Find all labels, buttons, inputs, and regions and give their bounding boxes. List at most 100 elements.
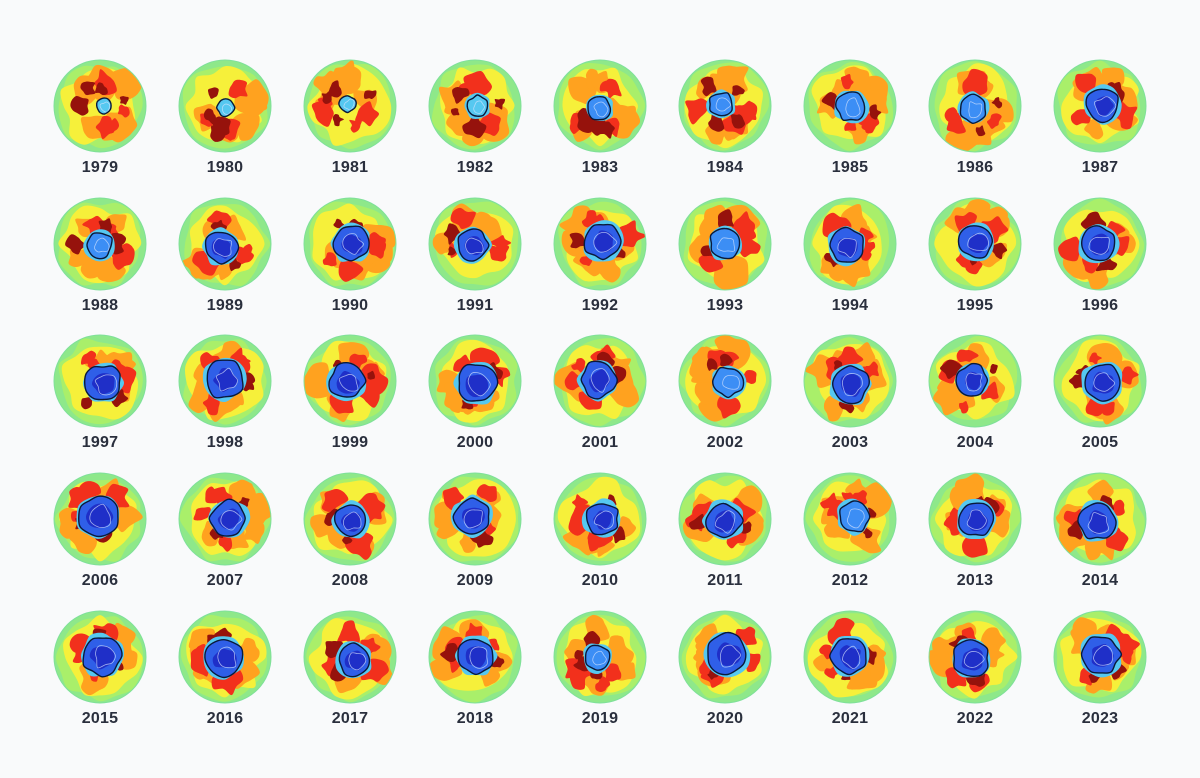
year-panel: 2004 [915, 333, 1035, 471]
year-label: 1984 [706, 159, 744, 176]
year-label: 1981 [331, 159, 369, 176]
year-label: 1995 [956, 297, 994, 314]
ozone-map [302, 196, 398, 292]
year-panel: 2001 [540, 333, 660, 471]
year-label: 2009 [456, 572, 494, 589]
ozone-map [552, 471, 648, 567]
year-panel: 1999 [290, 333, 410, 471]
ozone-map [677, 609, 773, 705]
year-panel: 1995 [915, 196, 1035, 334]
year-label: 2017 [331, 710, 369, 727]
ozone-map [52, 196, 148, 292]
ozone-map [927, 196, 1023, 292]
year-panel: 1985 [790, 58, 910, 196]
year-panel: 1987 [1040, 58, 1160, 196]
year-panel: 2017 [290, 609, 410, 747]
year-panel: 2011 [665, 471, 785, 609]
year-panel: 2002 [665, 333, 785, 471]
ozone-map [677, 471, 773, 567]
ozone-map [427, 609, 523, 705]
year-label: 1980 [206, 159, 244, 176]
year-panel: 1982 [415, 58, 535, 196]
ozone-map [552, 196, 648, 292]
year-label: 2018 [456, 710, 494, 727]
year-label: 2014 [1081, 572, 1119, 589]
year-panel: 2022 [915, 609, 1035, 747]
year-label: 1987 [1081, 159, 1119, 176]
ozone-map [802, 609, 898, 705]
year-panel: 2013 [915, 471, 1035, 609]
year-panel: 1994 [790, 196, 910, 334]
ozone-map [1052, 471, 1148, 567]
ozone-map [302, 58, 398, 154]
year-label: 2022 [956, 710, 994, 727]
ozone-map [302, 471, 398, 567]
year-label: 1979 [81, 159, 119, 176]
ozone-map [1052, 333, 1148, 429]
ozone-map [802, 58, 898, 154]
year-panel: 1992 [540, 196, 660, 334]
year-panel: 1981 [290, 58, 410, 196]
ozone-map [302, 333, 398, 429]
ozone-map [52, 471, 148, 567]
year-label: 2005 [1081, 434, 1119, 451]
year-label: 1999 [331, 434, 369, 451]
year-label: 2002 [706, 434, 744, 451]
ozone-map [427, 471, 523, 567]
year-label: 2000 [456, 434, 494, 451]
ozone-map [177, 471, 273, 567]
year-panel: 2005 [1040, 333, 1160, 471]
year-label: 2008 [331, 572, 369, 589]
year-panel: 2014 [1040, 471, 1160, 609]
ozone-map [427, 196, 523, 292]
year-panel: 2012 [790, 471, 910, 609]
year-label: 2001 [581, 434, 619, 451]
year-panel: 2000 [415, 333, 535, 471]
year-label: 1990 [331, 297, 369, 314]
year-label: 1989 [206, 297, 244, 314]
ozone-map [927, 333, 1023, 429]
year-panel: 2018 [415, 609, 535, 747]
year-panel: 2023 [1040, 609, 1160, 747]
year-panel: 1998 [165, 333, 285, 471]
year-label: 2004 [956, 434, 994, 451]
ozone-map [1052, 609, 1148, 705]
ozone-map [302, 609, 398, 705]
year-panel: 2007 [165, 471, 285, 609]
year-label: 1985 [831, 159, 869, 176]
ozone-map [802, 333, 898, 429]
year-panel: 1983 [540, 58, 660, 196]
year-panel: 2003 [790, 333, 910, 471]
year-panel: 2021 [790, 609, 910, 747]
ozone-map [802, 471, 898, 567]
ozone-map [552, 609, 648, 705]
ozone-map [927, 471, 1023, 567]
year-panel: 2016 [165, 609, 285, 747]
year-label: 1994 [831, 297, 869, 314]
year-panel: 1991 [415, 196, 535, 334]
year-label: 2020 [706, 710, 744, 727]
year-label: 2003 [831, 434, 869, 451]
year-panel: 2020 [665, 609, 785, 747]
year-panel: 2009 [415, 471, 535, 609]
year-panel: 1997 [40, 333, 160, 471]
year-panel: 2019 [540, 609, 660, 747]
ozone-map [1052, 196, 1148, 292]
ozone-map [52, 609, 148, 705]
ozone-map [677, 58, 773, 154]
ozone-map [552, 58, 648, 154]
ozone-map [52, 333, 148, 429]
ozone-map [177, 196, 273, 292]
year-panel: 1989 [165, 196, 285, 334]
ozone-map [177, 609, 273, 705]
ozone-map [677, 333, 773, 429]
year-panel: 2006 [40, 471, 160, 609]
year-label: 1997 [81, 434, 119, 451]
ozone-map [427, 333, 523, 429]
year-label: 1983 [581, 159, 619, 176]
year-panel: 1990 [290, 196, 410, 334]
year-panel: 1986 [915, 58, 1035, 196]
year-label: 2007 [206, 572, 244, 589]
year-panel: 1984 [665, 58, 785, 196]
